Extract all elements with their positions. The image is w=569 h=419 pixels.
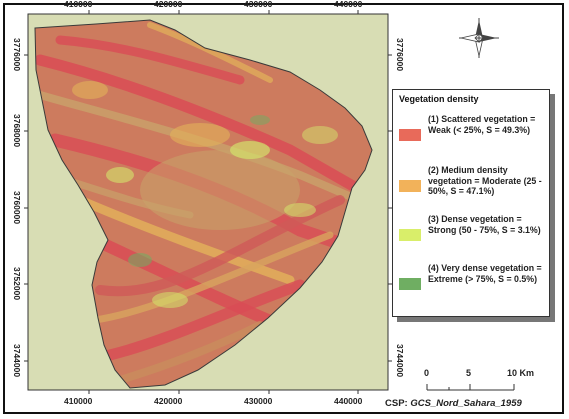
y-tick-left-1: 3776000 xyxy=(12,38,22,72)
legend-label-extreme: (4) Very dense vegetation = Extreme (> 7… xyxy=(428,263,542,284)
x-tick-top-4: 440000 xyxy=(334,0,363,9)
north-arrow-icon xyxy=(459,18,499,58)
legend-swatch-strong xyxy=(399,229,421,241)
axis-ticks xyxy=(24,10,392,394)
legend-swatch-moderate xyxy=(399,180,421,192)
legend-label-weak: (1) Scattered vegetation = Weak (< 25%, … xyxy=(428,114,536,135)
y-tick-left-4: 3752000 xyxy=(12,267,22,301)
scale-bar-graphic xyxy=(426,384,515,391)
legend-title: Vegetation density xyxy=(399,94,479,104)
legend-label-moderate: (2) Medium density vegetation = Moderate… xyxy=(428,165,542,196)
legend-swatch-weak xyxy=(399,129,421,141)
x-tick-top-3: 430000 xyxy=(244,0,273,9)
legend-label-strong: (3) Dense vegetation = Strong (50 - 75%,… xyxy=(428,214,541,235)
data-frame-border xyxy=(27,13,389,391)
scale-label-5: 5 xyxy=(466,368,472,378)
y-tick-right-5: 3744000 xyxy=(395,344,405,378)
crs-name: GCS_Nord_Sahara_1959 xyxy=(410,398,522,409)
legend-swatch-extreme xyxy=(399,278,421,290)
crs-prefix: CSP: xyxy=(385,398,408,409)
scale-label-10: 10 Km xyxy=(507,368,535,378)
coordinate-system-label: CSP: GCS_Nord_Sahara_1959 xyxy=(385,398,522,409)
legend: Vegetation density (1) Scattered vegetat… xyxy=(392,89,550,317)
study-area-boundary xyxy=(34,19,373,389)
x-tick-top-2: 420000 xyxy=(154,0,183,9)
y-tick-left-2: 3768000 xyxy=(12,114,22,148)
y-tick-left-5: 3744000 xyxy=(12,344,22,378)
y-tick-left-3: 3760000 xyxy=(12,191,22,225)
x-tick-bottom-2: 420000 xyxy=(154,396,183,406)
x-tick-top-1: 410000 xyxy=(64,0,93,9)
scale-label-0: 0 xyxy=(424,368,430,378)
x-tick-bottom-4: 440000 xyxy=(334,396,363,406)
y-tick-right-1: 3776000 xyxy=(395,38,405,72)
x-tick-bottom-3: 430000 xyxy=(244,396,273,406)
x-tick-bottom-1: 410000 xyxy=(64,396,93,406)
